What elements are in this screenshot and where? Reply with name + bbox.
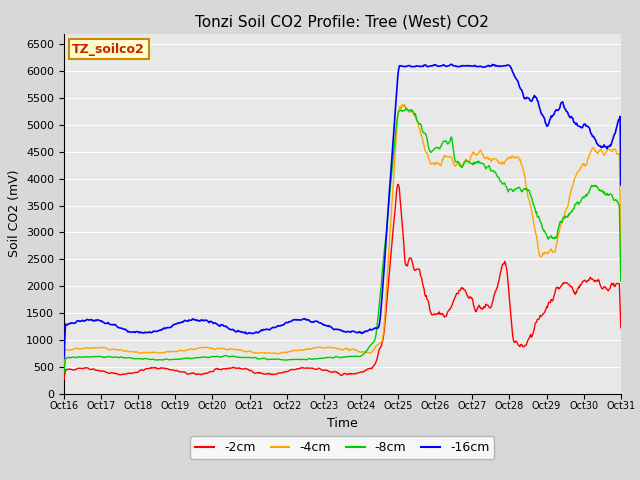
Text: TZ_soilco2: TZ_soilco2 xyxy=(72,43,145,56)
Y-axis label: Soil CO2 (mV): Soil CO2 (mV) xyxy=(8,170,20,257)
Legend: -2cm, -4cm, -8cm, -16cm: -2cm, -4cm, -8cm, -16cm xyxy=(191,436,494,459)
X-axis label: Time: Time xyxy=(327,417,358,430)
Title: Tonzi Soil CO2 Profile: Tree (West) CO2: Tonzi Soil CO2 Profile: Tree (West) CO2 xyxy=(195,15,490,30)
